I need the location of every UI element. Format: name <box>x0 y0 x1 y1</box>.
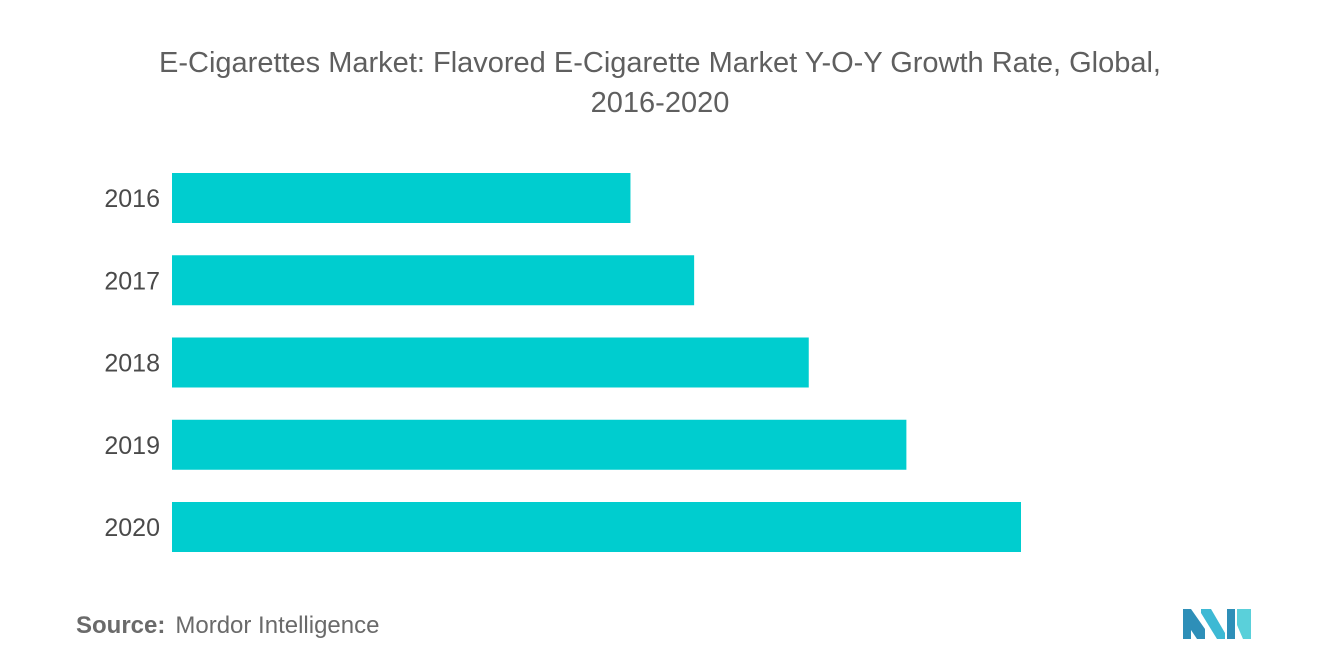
chart-title-line-2: 2016-2020 <box>590 87 730 120</box>
chart-title: E-Cigarettes Market: Flavored E-Cigarett… <box>0 43 1320 123</box>
y-tick-label-2020: 2020 <box>104 514 160 542</box>
y-tick-label-2019: 2019 <box>104 432 160 460</box>
bar-2018 <box>172 337 809 388</box>
bar-2016 <box>172 173 631 223</box>
logo-shape-accent <box>1237 609 1251 639</box>
source-text: Mordor Intelligence <box>175 612 380 639</box>
y-tick-label-2017: 2017 <box>104 267 160 295</box>
mordor-intelligence-logo-icon <box>1183 609 1251 639</box>
logo-shape-left <box>1183 609 1205 639</box>
logo-shape-right <box>1227 609 1235 639</box>
source-note: Source: Mordor Intelligence <box>76 612 379 640</box>
logo-shape-middle <box>1201 609 1225 639</box>
y-tick-label-2016: 2016 <box>104 185 160 213</box>
bar-2020 <box>172 502 1021 552</box>
y-tick-label-2018: 2018 <box>104 350 160 378</box>
bar-2017 <box>172 255 695 306</box>
bar-2019 <box>172 419 907 470</box>
source-label: Source: <box>76 612 166 639</box>
chart-title-line-1: E-Cigarettes Market: Flavored E-Cigarett… <box>159 47 1161 80</box>
